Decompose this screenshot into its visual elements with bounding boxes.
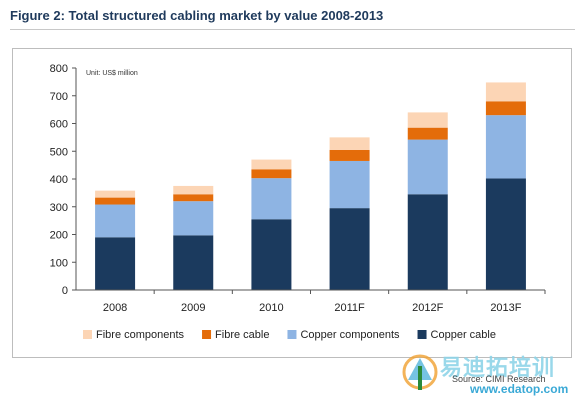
bar-stack-2013F [485,82,526,290]
x-tick-label: 2013F [490,302,521,314]
y-axis: 0 100 200 300 400 500 600 700 800 [50,63,77,297]
x-axis: 2008 2009 2010 2011F 2012F 2013F [76,289,546,314]
y-tick-label: 700 [50,91,68,103]
legend-label: Copper cable [431,329,496,341]
bar-segment-fibre-components [407,112,448,128]
watermark-url: www.edatop.com [470,382,569,396]
y-tick-label: 500 [50,146,68,158]
bar-stack-2011F [329,137,370,290]
bar-segment-copper-components [173,201,214,236]
bar-stack-2010 [251,159,292,290]
x-tick-label: 2012F [412,302,443,314]
watermark-logo-icon [402,354,438,390]
bar-segment-fibre-components [329,137,370,150]
legend-item-fibre-cable: Fibre cable [202,329,269,341]
y-tick-label: 400 [50,174,68,186]
y-tick-label: 100 [50,257,68,269]
bar-segment-fibre-components [95,190,136,198]
bar-segment-copper-components [95,204,136,238]
title-divider [10,29,575,30]
legend: Fibre components Fibre cable Copper compon… [83,329,496,341]
y-tick-label: 0 [62,285,68,297]
bar-stack-2008 [95,190,136,290]
bar-segment-copper-cable [251,219,292,290]
legend-label: Fibre components [96,329,185,341]
bar-segment-fibre-cable [485,101,526,116]
legend-swatch [287,330,297,339]
bar-segment-copper-components [407,139,448,195]
legend-swatch [202,330,212,339]
y-tick-label: 200 [50,230,68,242]
y-tick-label: 600 [50,119,68,131]
watermark-text: 易迪拓培训 [440,356,556,381]
bar-segment-copper-cable [407,194,448,290]
bar-segment-copper-components [329,160,370,209]
bar-segment-fibre-components [251,159,292,170]
x-tick-label: 2008 [103,302,127,314]
bar-segment-copper-components [485,115,526,179]
bar-segment-fibre-components [485,82,526,102]
legend-swatch [417,330,427,339]
bar-segment-fibre-cable [173,194,214,202]
x-tick-label: 2009 [181,302,205,314]
legend-swatch [83,330,92,339]
bar-segment-fibre-cable [251,169,292,179]
bars [95,82,526,290]
bar-segment-copper-cable [173,235,214,290]
legend-label: Fibre cable [215,329,269,341]
chart-frame [12,48,572,358]
bar-segment-copper-cable [329,208,370,290]
x-tick-label: 2011F [334,302,365,314]
bar-stack-2009 [173,185,214,290]
watermark: 易迪拓培训 www.edatop.com [398,348,578,398]
legend-item-copper-cable: Copper cable [417,329,496,341]
chart-title: Figure 2: Total structured cabling marke… [10,8,384,23]
bar-segment-copper-components [251,178,292,220]
y-tick-label: 800 [50,63,68,75]
bar-stack-2012F [407,112,448,290]
legend-label: Copper components [300,329,400,341]
bar-segment-fibre-components [173,185,214,195]
bar-segment-fibre-cable [407,127,448,140]
legend-item-copper-components: Copper components [287,329,400,341]
legend-item-fibre-components: Fibre components [83,329,185,341]
x-tick-label: 2010 [259,302,283,314]
bar-segment-fibre-cable [95,197,136,205]
bar-segment-copper-cable [95,237,136,290]
bar-segment-fibre-cable [329,149,370,161]
bar-segment-copper-cable [485,178,526,290]
source-note: Source: CIMI Research [452,374,546,384]
y-tick-label: 300 [50,202,68,214]
unit-note: Unit: US$ million [86,70,138,77]
